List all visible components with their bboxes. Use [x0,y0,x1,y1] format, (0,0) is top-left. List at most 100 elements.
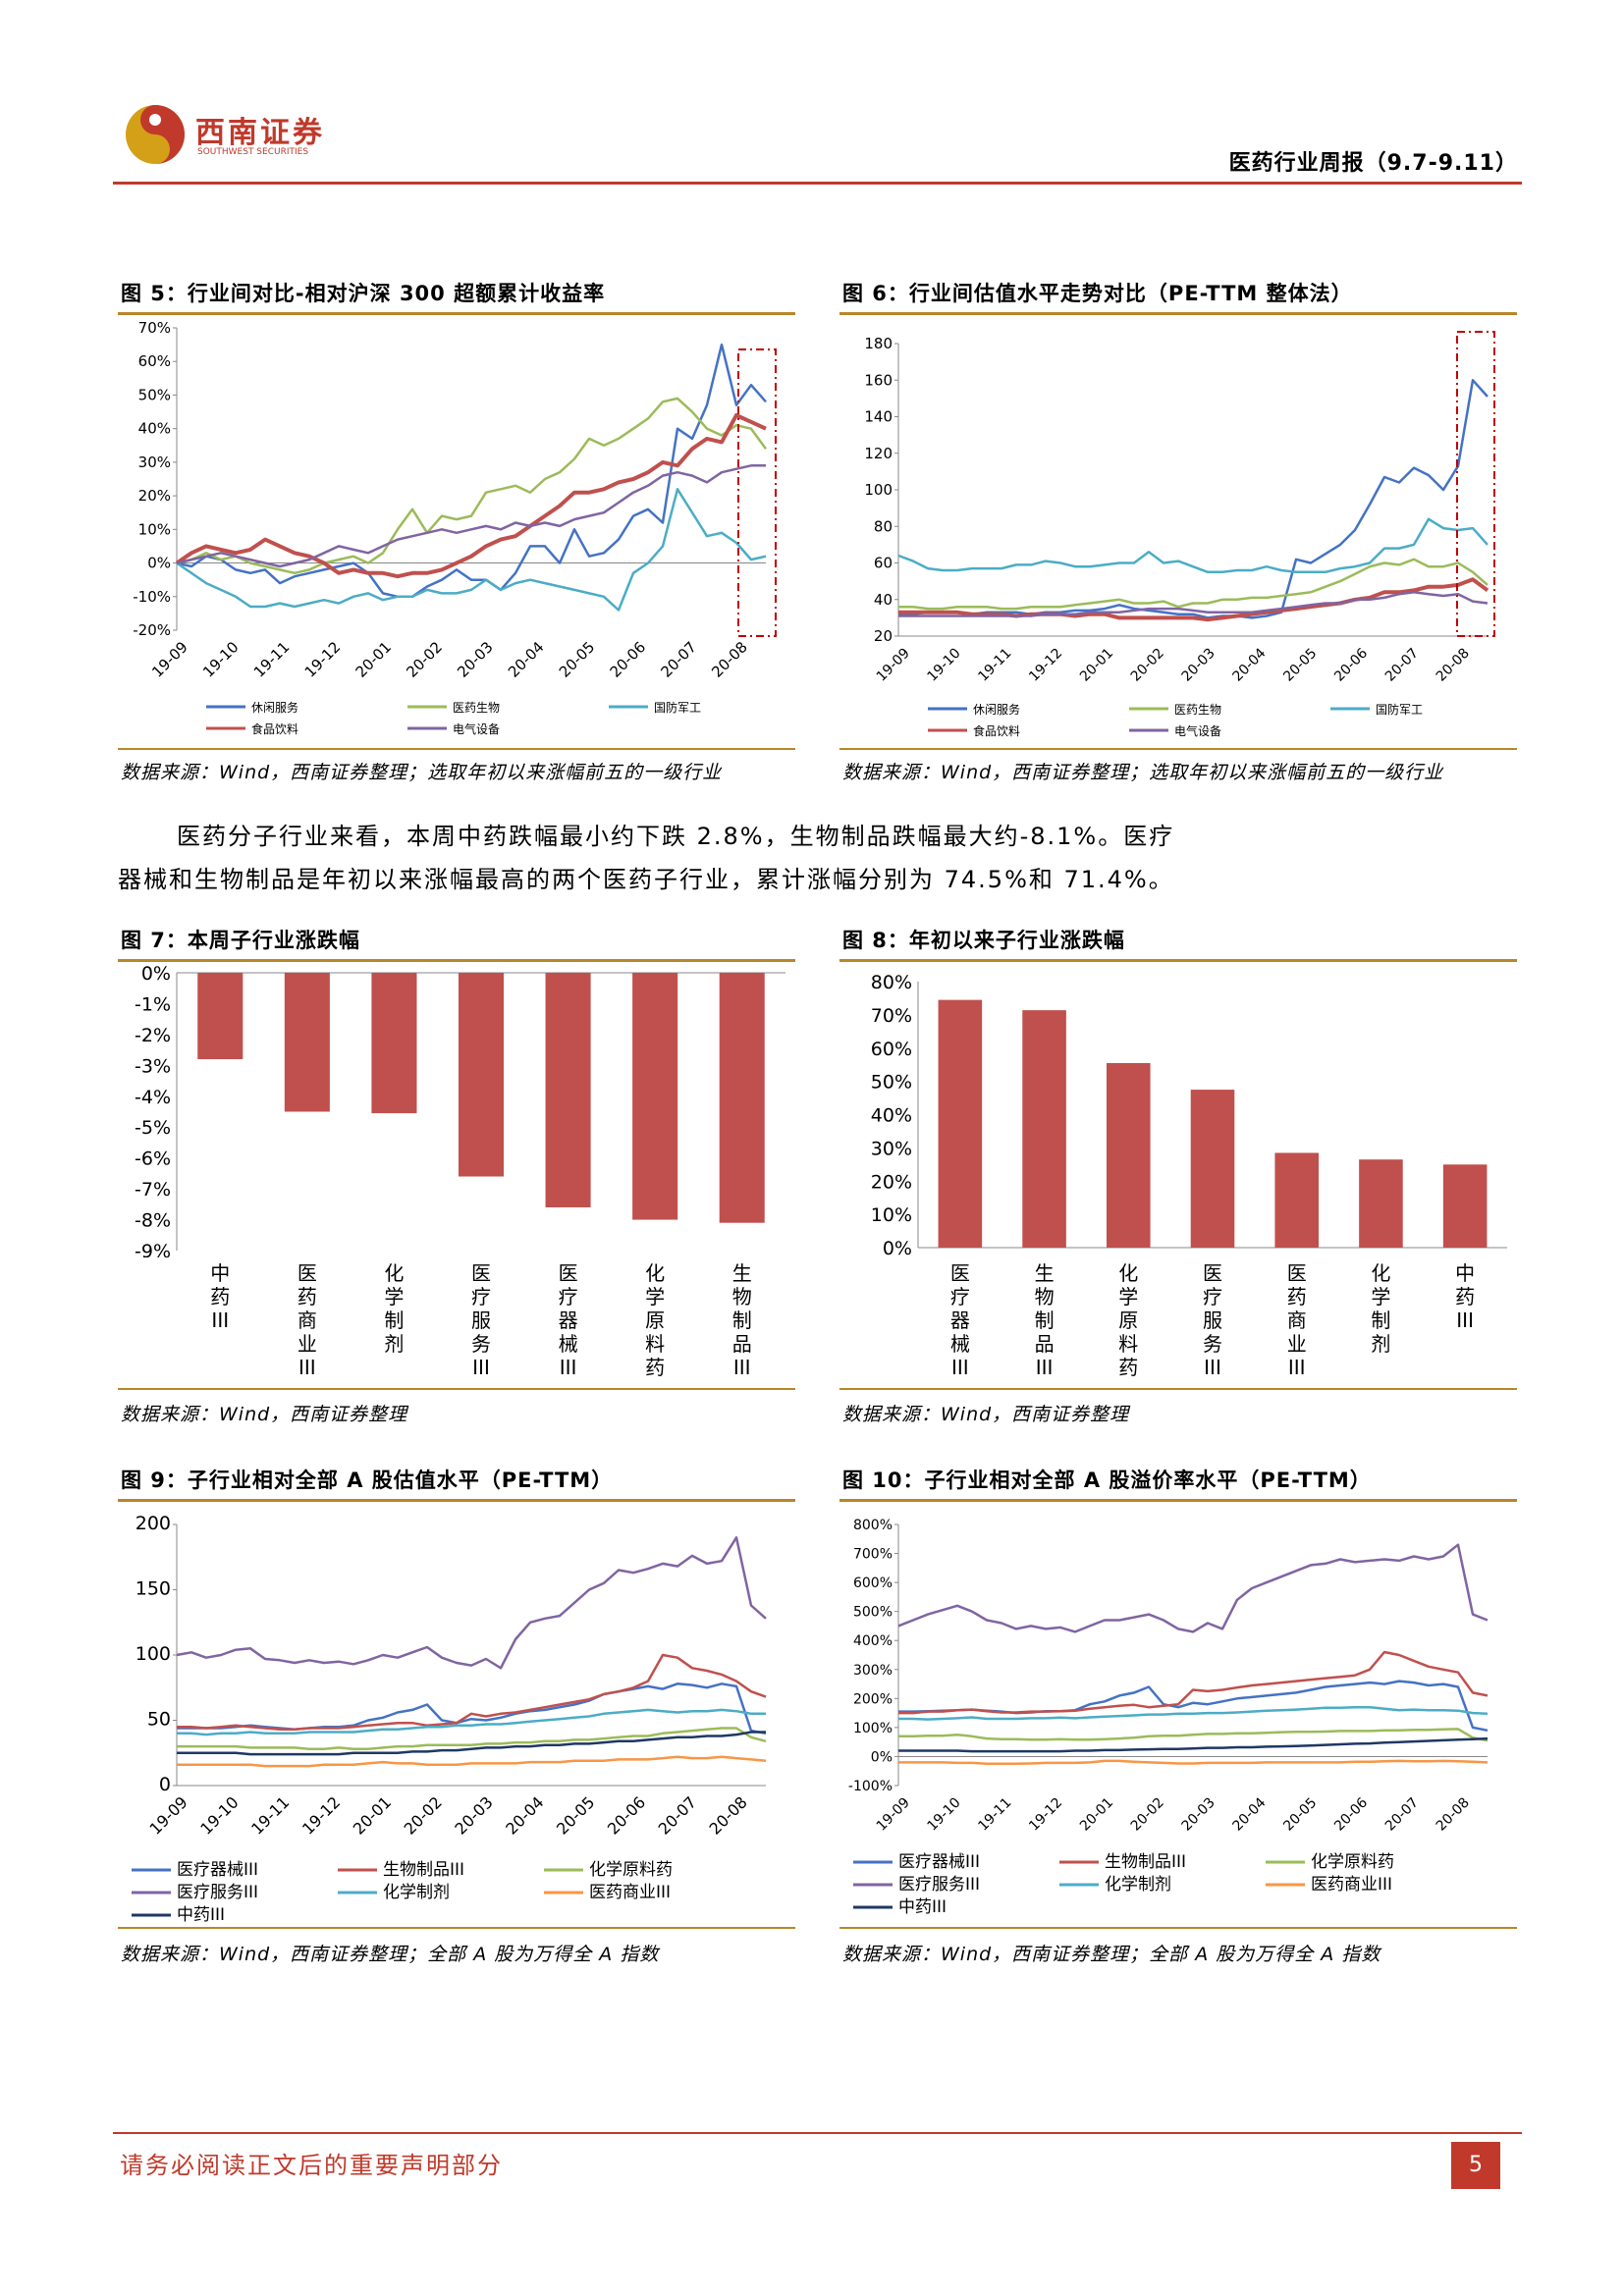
y-tick-label: -2% [135,1025,171,1046]
y-tick-label: 0 [159,1774,171,1795]
legend-label: 休闲服务 [251,700,298,715]
x-tick-label: 19-12 [1026,1795,1065,1835]
legend-label: 化学制剂 [383,1883,450,1902]
y-tick-label: 100% [853,1721,893,1736]
y-tick-label: 80 [874,517,893,535]
x-tick-label: 20-08 [706,1792,751,1838]
fig8-source: 数据来源：Wind，西南证券整理 [842,1404,1130,1425]
y-tick-label: 50 [147,1709,171,1731]
category-label: 生物制品III [1034,1261,1055,1379]
bar-医疗器械III [545,973,591,1207]
series-line-医药生物 [176,397,768,575]
y-tick-label: 70% [138,319,171,337]
x-tick-label: 19-12 [301,638,345,681]
bar-中药III [197,973,244,1060]
bar-医药商业III [284,973,330,1112]
bar-化学制剂 [371,973,417,1114]
series-line-国防军工 [897,517,1489,574]
bar-化学原料药 [632,973,678,1220]
y-tick-label: 140 [864,408,893,426]
y-tick-label: 70% [871,1005,912,1027]
series-line-医药商业III [898,1759,1489,1766]
legend-label: 医药生物 [453,701,500,715]
fig6-title: 图 6：行业间估值水平走势对比（PE-TTM 整体法） [842,282,1353,305]
y-tick-label: 40% [138,420,171,438]
legend-label: 医药生物 [1174,703,1221,717]
series-line-医疗服务III [897,1543,1489,1633]
legend-label: 国防军工 [654,700,701,715]
x-tick-label: 20-08 [708,638,751,681]
x-tick-label: 19-10 [925,1795,964,1835]
bar-生物制品III [719,973,765,1223]
y-tick-label: 30% [871,1138,912,1159]
series-line-医药生物 [898,558,1489,611]
x-tick-label: 19-10 [196,1792,242,1838]
y-tick-label: -7% [135,1179,171,1201]
x-tick-label: 20-02 [1128,1795,1167,1835]
fig6-source: 数据来源：Wind，西南证券整理；选取年初以来涨幅前五的一级行业 [842,762,1444,783]
logo: 西南证券 SOUTHWEST SECURITIES [123,102,349,167]
series-line-电气设备 [898,591,1489,617]
header-rule [113,182,1522,185]
page-number: 5 [1451,2142,1500,2189]
legend-label: 电气设备 [453,721,500,736]
body-paragraph-line2: 器械和生物制品是年初以来涨幅最高的两个医药子行业，累计涨幅分别为 74.5%和 … [118,866,1174,893]
category-label: 化学制剂 [1371,1261,1391,1356]
bar-中药III [1442,1164,1488,1248]
y-tick-label: 0% [141,963,171,985]
fig9-title-rule [118,1499,795,1502]
logo-text-en: SOUTHWEST SECURITIES [197,147,309,157]
legend-label: 食品饮料 [251,721,298,736]
legend-label: 休闲服务 [973,702,1020,717]
x-tick-label: 20-03 [451,1792,496,1838]
fig5-chart: 70%60%50%40%30%20%10%0%-10%-20%19-09 19-1… [133,319,777,736]
y-tick-label: -1% [135,993,171,1015]
fig7-title-rule [118,959,795,962]
y-tick-label: 300% [853,1663,893,1679]
fig9-title: 图 9：子行业相对全部 A 股估值水平（PE-TTM） [121,1468,614,1492]
y-tick-label: -6% [135,1148,171,1170]
x-tick-label: 19-09 [874,646,913,685]
category-label: 化学制剂 [384,1261,405,1356]
fig8-title: 图 8：年初以来子行业涨跌幅 [842,929,1125,952]
y-tick-label: -5% [135,1117,171,1139]
x-tick-label: 20-07 [657,638,700,681]
series-line-中药III [898,1736,1489,1753]
fig9-bottom-rule [118,1927,795,1929]
footer-disclaimer: 请务必阅读正文后的重要声明部分 [120,2152,503,2179]
y-tick-label: -9% [135,1241,171,1257]
body-paragraph-line1: 医药分子行业来看，本周中药跌幅最小约下跌 2.8%，生物制品跌幅最大约-8.1%… [177,823,1175,850]
y-tick-label: 50% [871,1072,912,1094]
x-tick-label: 19-11 [975,1795,1014,1835]
legend-label: 医疗器械III [177,1860,258,1880]
y-tick-label: -8% [135,1210,171,1232]
fig10-source: 数据来源：Wind，西南证券整理；全部 A 股为万得全 A 指数 [842,1944,1381,1965]
y-tick-label: 20% [138,487,171,505]
x-tick-label: 20-04 [505,638,548,681]
series-line-医疗器械III [898,1680,1489,1733]
series-line-国防军工 [176,488,767,612]
x-tick-label: 19-11 [250,638,294,681]
x-tick-label: 20-03 [1179,646,1218,685]
series-line-医药商业III [177,1755,767,1768]
y-tick-label: 10% [871,1204,912,1226]
category-label: 化学原料药 [645,1261,666,1379]
y-tick-label: 10% [138,520,171,538]
y-tick-label: 120 [864,445,893,462]
y-tick-label: 200% [853,1691,893,1707]
fig5-title: 图 5：行业间对比-相对沪深 300 超额累计收益率 [121,282,606,305]
y-tick-label: -3% [135,1055,171,1077]
y-tick-label: 160 [864,371,893,389]
series-line-化学制剂 [898,1705,1489,1721]
highlight-box [1456,331,1495,637]
fig9-source: 数据来源：Wind，西南证券整理；全部 A 股为万得全 A 指数 [121,1944,660,1965]
fig10-title-rule [839,1499,1517,1502]
x-tick-label: 20-02 [401,1792,446,1838]
series-line-化学原料药 [177,1727,767,1751]
category-label: 医疗服务III [1203,1261,1222,1379]
series-line-中药III [177,1731,766,1756]
bar-医疗服务III [1190,1090,1235,1248]
series-line-生物制品III [177,1653,767,1732]
x-tick-label: 20-07 [1382,1795,1422,1835]
bar-医药商业III [1274,1152,1319,1248]
